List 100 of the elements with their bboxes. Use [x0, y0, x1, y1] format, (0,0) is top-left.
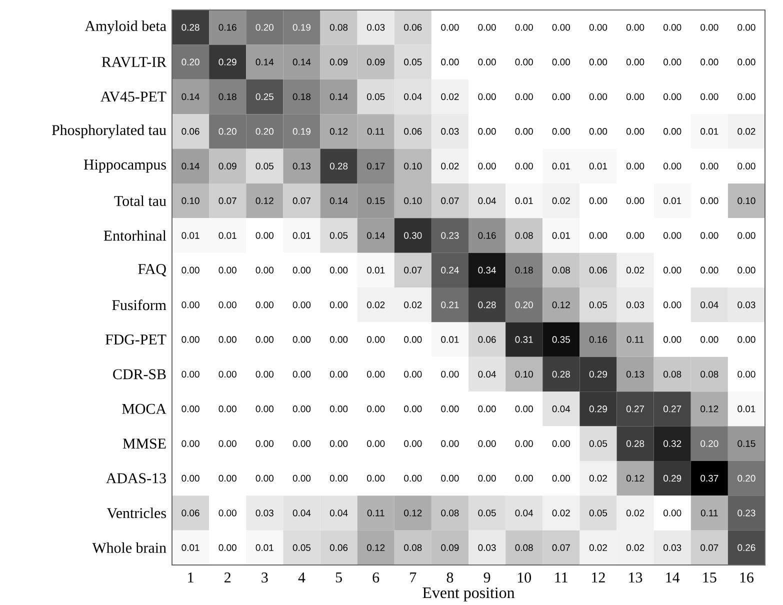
data-label: 0.00 — [292, 406, 311, 412]
data-label: 0.00 — [256, 440, 274, 448]
data-label: 0.01 — [552, 162, 570, 170]
data-label: 0.29 — [589, 371, 607, 378]
data-label: 0.01 — [256, 544, 274, 552]
data-label: 0.00 — [589, 128, 608, 135]
data-label: 0.12 — [256, 198, 274, 204]
data-label: 0.05 — [589, 440, 608, 448]
data-label: 0.28 — [626, 440, 644, 448]
data-label: 0.00 — [664, 266, 682, 274]
data-label: 0.04 — [404, 94, 422, 100]
data-label: 0.14 — [182, 94, 200, 100]
data-label: 0.00 — [626, 128, 644, 135]
data-label: 0.14 — [330, 198, 348, 204]
data-label: 0.00 — [478, 162, 496, 170]
data-label: 0.18 — [515, 266, 533, 274]
data-label: 0.07 — [441, 198, 459, 204]
data-label: 0.00 — [182, 302, 200, 308]
data-label: 0.00 — [478, 24, 496, 31]
data-label: 0.01 — [182, 232, 200, 239]
data-label: 0.00 — [292, 336, 311, 344]
data-label: 0.00 — [330, 336, 348, 344]
data-label: 0.11 — [367, 128, 384, 135]
data-label: 0.04 — [330, 510, 348, 516]
data-label: 0.00 — [589, 94, 608, 100]
data-label: 0.00 — [626, 162, 644, 170]
data-label: 0.00 — [367, 406, 385, 412]
data-label: 0.03 — [626, 302, 644, 308]
data-label: 0.00 — [589, 58, 608, 66]
x-tick-label: 2 — [224, 572, 230, 583]
data-label: 0.04 — [515, 510, 534, 516]
data-label: 0.05 — [589, 302, 608, 308]
data-label: 0.07 — [552, 544, 570, 552]
data-label: 0.08 — [515, 544, 533, 552]
y-tick-label: Entorhinal — [104, 230, 166, 241]
data-label: 0.00 — [700, 162, 718, 170]
y-tick-label: FDG-PET — [105, 334, 166, 345]
data-label: 0.06 — [330, 544, 348, 552]
data-label: 0.12 — [552, 302, 570, 308]
data-label: 0.00 — [589, 232, 608, 239]
data-label: 0.00 — [478, 440, 496, 448]
data-label: 0.00 — [256, 371, 274, 378]
data-label: 0.00 — [330, 302, 348, 308]
data-label: 0.02 — [589, 475, 607, 482]
data-label: 0.00 — [441, 24, 459, 31]
data-label: 0.00 — [700, 198, 718, 204]
data-label: 0.10 — [515, 371, 533, 378]
data-label: 0.00 — [182, 475, 200, 482]
data-label: 0.07 — [218, 198, 236, 204]
data-label: 0.12 — [700, 406, 718, 412]
data-label: 0.02 — [404, 302, 422, 308]
data-label: 0.08 — [330, 24, 348, 31]
data-label: 0.08 — [700, 371, 718, 378]
data-label: 0.00 — [478, 475, 496, 482]
data-label: 0.18 — [218, 94, 236, 100]
data-label: 0.08 — [441, 510, 459, 516]
data-label: 0.05 — [256, 162, 274, 170]
x-tick-label: 13 — [629, 572, 642, 583]
data-label: 0.00 — [218, 406, 236, 412]
data-label: 0.00 — [441, 475, 459, 482]
data-label: 0.06 — [589, 266, 608, 274]
data-label: 0.00 — [256, 475, 274, 482]
x-tick-label: 10 — [518, 572, 532, 583]
data-label: 0.00 — [700, 232, 718, 239]
data-label: 0.07 — [292, 198, 310, 204]
data-label: 0.01 — [589, 162, 607, 170]
data-label: 0.00 — [182, 440, 200, 448]
data-label: 0.00 — [218, 371, 236, 378]
data-label: 0.08 — [515, 232, 533, 239]
data-label: 0.00 — [700, 94, 718, 100]
data-label: 0.00 — [292, 475, 311, 482]
data-label: 0.10 — [404, 162, 422, 170]
data-label: 0.00 — [552, 24, 570, 31]
data-label: 0.08 — [552, 266, 570, 274]
data-label: 0.00 — [292, 302, 311, 308]
data-label: 0.00 — [182, 406, 200, 412]
y-tick-label: MMSE — [122, 438, 166, 449]
data-label: 0.10 — [738, 198, 756, 204]
data-label: 0.28 — [182, 24, 200, 31]
data-label: 0.00 — [330, 266, 348, 274]
data-label: 0.00 — [738, 266, 756, 274]
data-label: 0.00 — [664, 336, 682, 344]
y-tick-label: ADAS-13 — [106, 473, 166, 484]
data-label: 0.14 — [256, 58, 274, 66]
data-label: 0.16 — [478, 232, 496, 239]
y-tick-label: Whole brain — [92, 542, 166, 554]
data-label: 0.00 — [738, 336, 756, 344]
data-label: 0.00 — [664, 128, 682, 135]
data-label: 0.16 — [589, 336, 608, 344]
data-label: 0.00 — [515, 94, 533, 100]
x-tick-label: 12 — [592, 572, 605, 583]
x-tick-label: 9 — [484, 572, 490, 583]
y-tick-label: Hippocampus — [84, 160, 166, 173]
data-label: 0.06 — [182, 510, 200, 516]
data-label: 0.00 — [700, 266, 718, 274]
data-label: 0.09 — [367, 58, 385, 66]
data-label: 0.20 — [182, 58, 200, 66]
x-tick-label: 11 — [555, 572, 568, 583]
y-tick-label: RAVLT-IR — [102, 57, 166, 68]
y-tick-label: CDR-SB — [113, 369, 166, 380]
